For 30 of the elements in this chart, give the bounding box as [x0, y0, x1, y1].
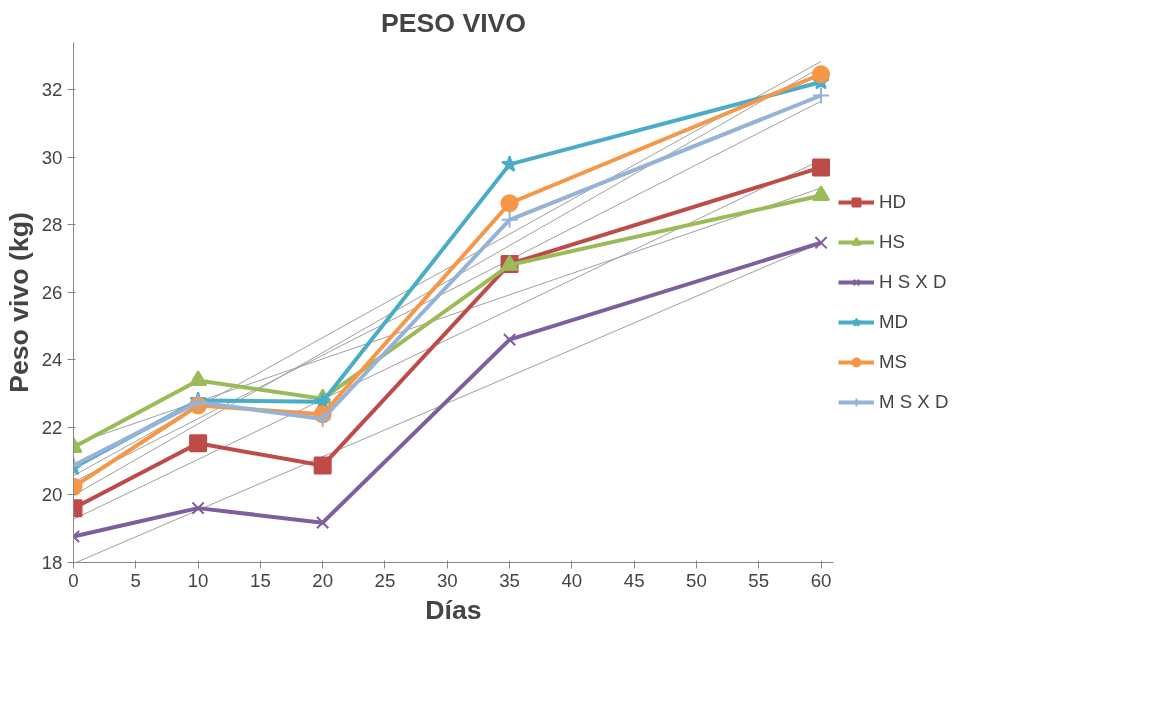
x-tick-label: 30 — [436, 569, 458, 591]
y-tick-label: 24 — [41, 349, 63, 371]
y-tick-label: 26 — [41, 281, 63, 303]
x-tick-label: 15 — [250, 569, 271, 591]
x-tick-label: 20 — [312, 569, 334, 591]
x-axis-title: Días — [425, 594, 482, 625]
x-tick-label: 55 — [748, 569, 770, 591]
x-tick-label: 5 — [130, 569, 141, 591]
x-tick-label: 60 — [810, 569, 832, 591]
x-tick-label: 50 — [686, 569, 707, 591]
legend-label: HS — [879, 231, 905, 253]
legend-label: MS — [879, 351, 907, 373]
chart-title: PESO VIVO — [380, 7, 527, 38]
y-tick-label: 32 — [41, 79, 63, 101]
y-tick-label: 30 — [41, 146, 63, 168]
legend-label: HD — [879, 191, 906, 213]
x-tick-label: 35 — [499, 569, 520, 591]
x-tick-label: 0 — [68, 569, 79, 591]
legend-label: MD — [879, 311, 909, 333]
x-tick-label: 40 — [561, 569, 583, 591]
x-tick-label: 10 — [187, 569, 209, 591]
y-tick-label: 22 — [41, 416, 63, 438]
y-tick-label: 20 — [41, 484, 63, 506]
y-tick-label: 18 — [41, 552, 63, 573]
x-tick-label: 45 — [623, 569, 645, 591]
y-axis-title: Peso vivo (kg) — [3, 212, 34, 393]
legend-label: M S X D — [879, 391, 949, 413]
legend-label: H S X D — [879, 271, 947, 293]
x-tick-label: 25 — [374, 569, 396, 591]
y-tick-label: 28 — [41, 214, 63, 236]
